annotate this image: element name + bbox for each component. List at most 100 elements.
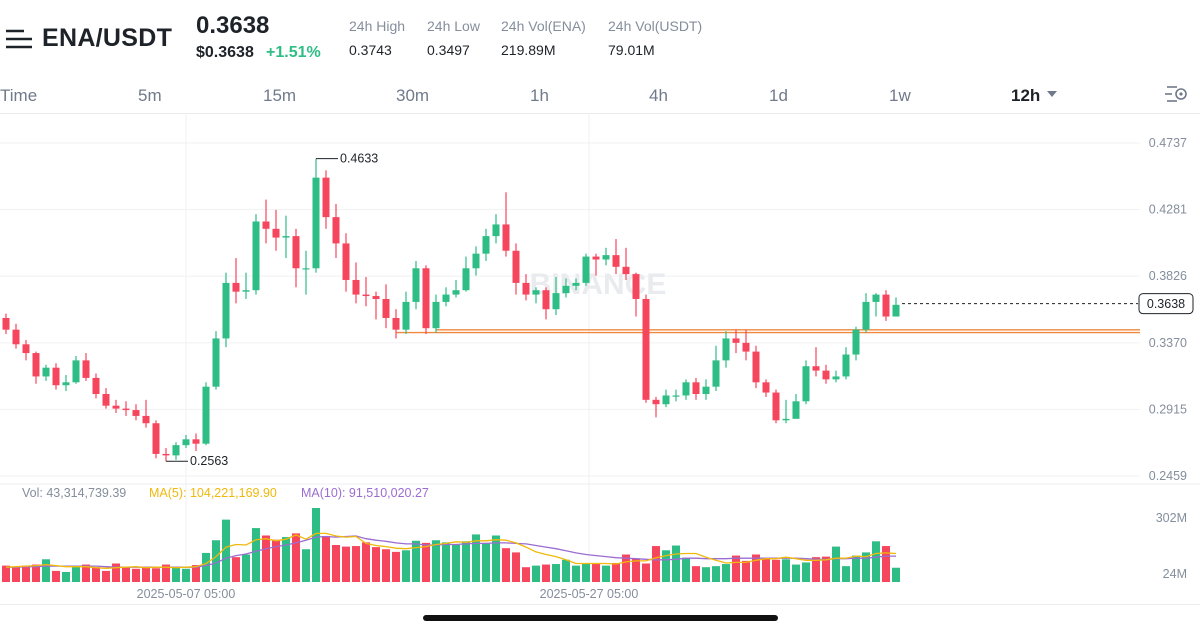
candle-body bbox=[882, 294, 890, 317]
volume-bar bbox=[452, 545, 460, 582]
candle-body bbox=[42, 367, 50, 377]
candle-body bbox=[82, 360, 90, 378]
volume-bar bbox=[12, 566, 20, 582]
volume-bar bbox=[572, 565, 580, 582]
candle-body bbox=[742, 342, 750, 352]
candle-body bbox=[32, 353, 40, 377]
volume-bar bbox=[242, 554, 250, 582]
volume-bar bbox=[862, 552, 870, 582]
candle-body bbox=[622, 266, 630, 275]
candle-body bbox=[802, 366, 810, 402]
candles bbox=[2, 158, 900, 462]
volume-bar bbox=[552, 564, 560, 582]
tab-1d[interactable]: 1d bbox=[769, 86, 788, 105]
stat-24h-vol-ena: 24h Vol(ENA) 219.89M bbox=[501, 18, 586, 58]
candle-body bbox=[2, 317, 10, 330]
volume-bar bbox=[772, 559, 780, 582]
tab-1w[interactable]: 1w bbox=[889, 86, 911, 105]
stat-label: 24h High bbox=[349, 18, 406, 34]
volume-bar bbox=[872, 541, 880, 582]
tab-30m[interactable]: 30m bbox=[396, 86, 430, 105]
home-indicator bbox=[423, 615, 778, 621]
volume-bar bbox=[732, 555, 740, 582]
stat-value: 0.3743 bbox=[349, 42, 392, 58]
candle-body bbox=[232, 282, 240, 292]
chart-settings-icon[interactable] bbox=[1163, 83, 1189, 105]
volume-bar bbox=[432, 540, 440, 582]
chevron-down-icon[interactable] bbox=[1047, 91, 1057, 97]
volume-bar bbox=[172, 567, 180, 582]
menu-icon[interactable] bbox=[5, 28, 33, 50]
candle-body bbox=[72, 360, 80, 383]
candle-body bbox=[582, 256, 590, 283]
candle-body bbox=[122, 408, 130, 411]
candle-body bbox=[402, 301, 410, 330]
candle-body bbox=[452, 290, 460, 295]
volume-bar bbox=[462, 541, 470, 582]
tab-4h[interactable]: 4h bbox=[649, 86, 668, 105]
volume-bar bbox=[2, 565, 10, 582]
volume-bar bbox=[782, 559, 790, 582]
price-tick-label: 0.3370 bbox=[1149, 336, 1187, 350]
price-markers: 0.4633 0.2563 bbox=[166, 152, 378, 468]
price-axis: 0.4737 0.4281 0.3826 0.3370 0.2915 0.2459 bbox=[1149, 136, 1187, 483]
volume-bar bbox=[232, 557, 240, 582]
volume-bar bbox=[592, 564, 600, 582]
volume-bar bbox=[362, 542, 370, 582]
volume-bar bbox=[712, 566, 720, 582]
candle-body bbox=[652, 399, 660, 405]
low-marker-label: 0.2563 bbox=[190, 454, 228, 468]
volume-bar bbox=[372, 547, 380, 582]
volume-bar bbox=[142, 567, 150, 582]
candle-body bbox=[142, 415, 150, 424]
candle-body bbox=[112, 405, 120, 409]
chart-grid bbox=[0, 114, 1200, 580]
volume-bar bbox=[532, 565, 540, 582]
volume-bar bbox=[642, 563, 650, 582]
volume-bar bbox=[332, 545, 340, 582]
candle-body bbox=[102, 393, 110, 406]
volume-bar bbox=[682, 557, 690, 582]
volume-bar bbox=[472, 534, 480, 582]
candle-body bbox=[162, 453, 170, 456]
volume-bar bbox=[322, 536, 330, 582]
tab-time[interactable]: Time bbox=[0, 86, 38, 105]
candle-body bbox=[152, 423, 160, 454]
volume-bar bbox=[132, 568, 140, 582]
volume-bar bbox=[402, 550, 410, 582]
candle-body bbox=[412, 268, 420, 302]
stat-24h-vol-usdt: 24h Vol(USDT) 79.01M bbox=[608, 18, 702, 58]
volume-bar bbox=[842, 566, 850, 582]
volume-bar bbox=[752, 554, 760, 582]
price-tick-label: 0.3826 bbox=[1149, 269, 1187, 283]
tab-1h[interactable]: 1h bbox=[530, 86, 549, 105]
candle-body bbox=[202, 386, 210, 444]
candle-body bbox=[722, 338, 730, 361]
volume-bar bbox=[492, 535, 500, 582]
stat-label: 24h Low bbox=[427, 18, 480, 34]
volume-bar bbox=[42, 559, 50, 582]
price-change: +1.51% bbox=[266, 44, 321, 61]
volume-bar bbox=[762, 558, 770, 582]
x-label: 2025-05-07 05:00 bbox=[137, 587, 236, 601]
volume-bar bbox=[392, 551, 400, 582]
candle-body bbox=[502, 224, 510, 251]
volume-bar bbox=[672, 545, 680, 582]
pair-title[interactable]: ENA/USDT bbox=[42, 24, 173, 52]
last-price-label: 0.3638 bbox=[1147, 297, 1185, 311]
volume-bar bbox=[852, 555, 860, 582]
candle-body bbox=[392, 317, 400, 330]
candle-body bbox=[812, 366, 820, 371]
candle-body bbox=[872, 294, 880, 302]
volume-bar bbox=[792, 564, 800, 582]
volume-bar bbox=[602, 565, 610, 582]
volume-bar bbox=[82, 564, 90, 582]
tab-12h[interactable]: 12h bbox=[1011, 86, 1041, 105]
volume-bar bbox=[632, 558, 640, 582]
tab-15m[interactable]: 15m bbox=[263, 86, 297, 105]
candle-body bbox=[662, 395, 670, 405]
candle-body bbox=[682, 382, 690, 396]
price-chart[interactable]: BINANCE 0.47370.42810.38260.33700.29150.… bbox=[0, 114, 1200, 604]
tab-5m[interactable]: 5m bbox=[138, 86, 162, 105]
stat-value: 79.01M bbox=[608, 42, 655, 58]
